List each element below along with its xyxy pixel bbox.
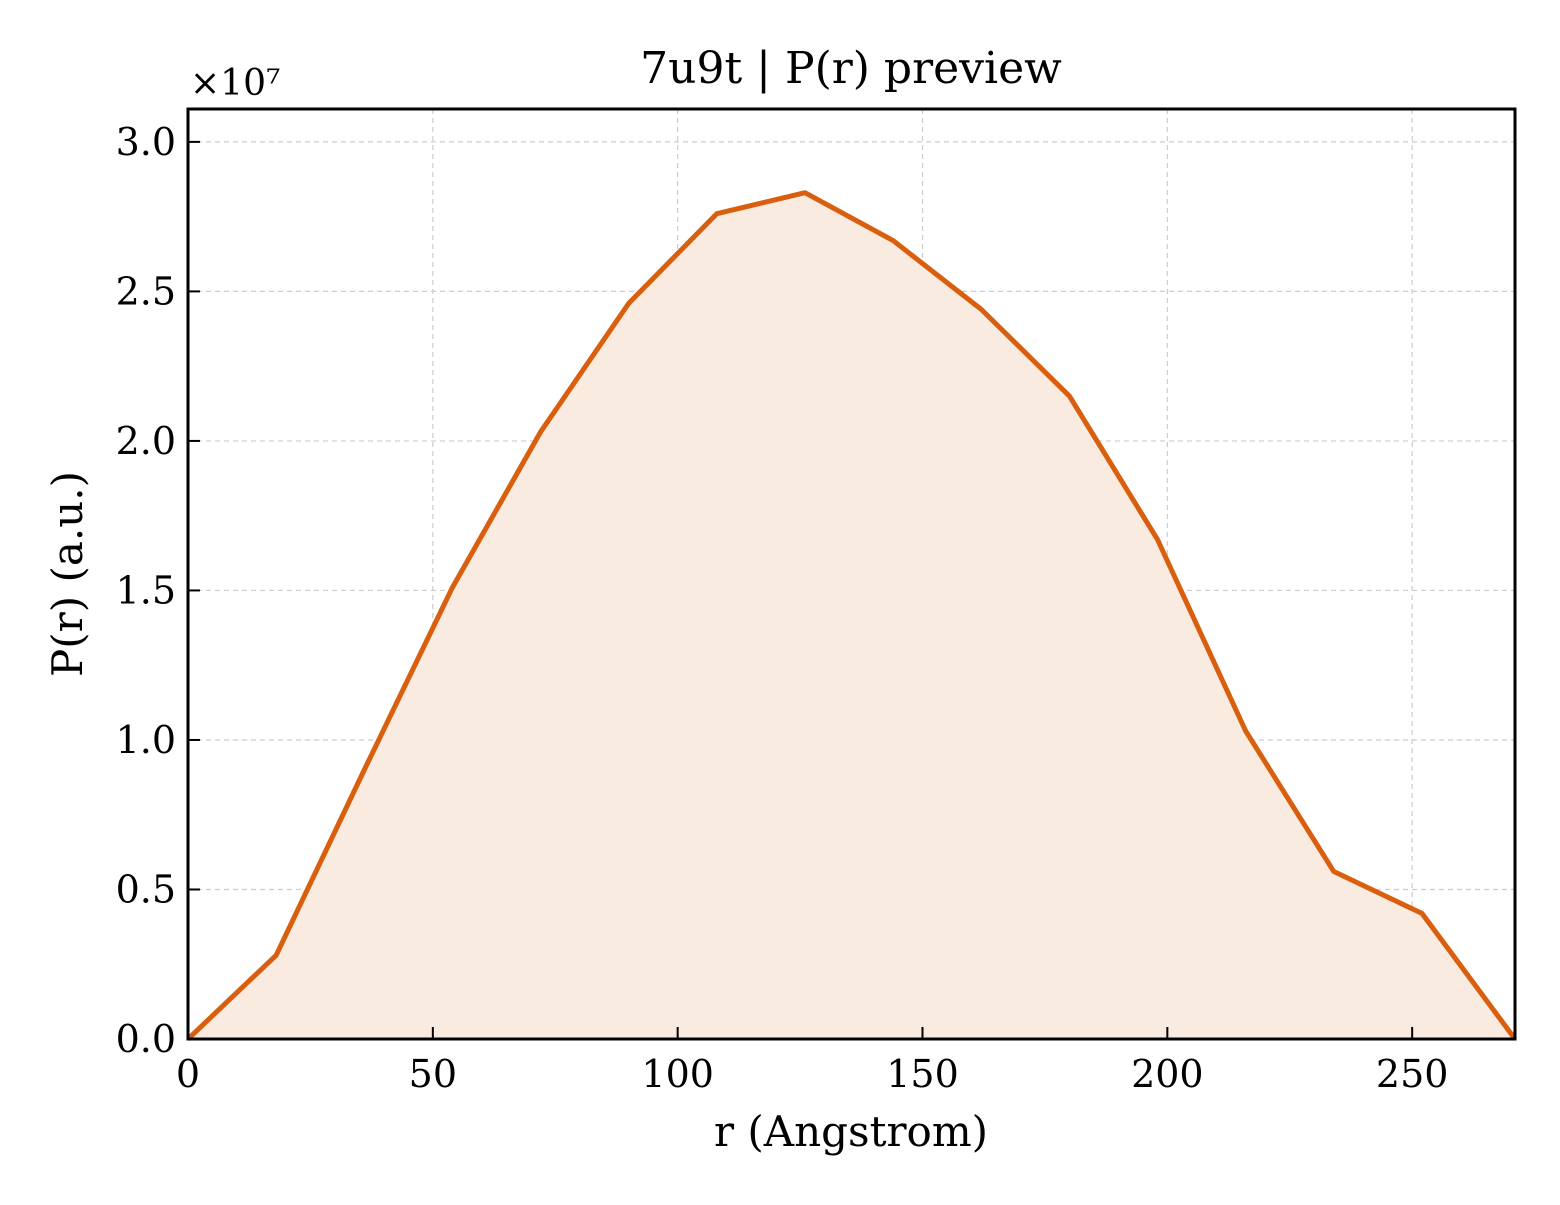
- y-axis-label: P(r) (a.u.): [43, 471, 92, 677]
- x-axis-label: r (Angstrom): [714, 1107, 988, 1156]
- y-tick-label: 1.0: [116, 718, 176, 762]
- x-tick-label: 150: [886, 1052, 959, 1096]
- y-tick-label: 3.0: [116, 120, 176, 164]
- plot-frame: [186, 107, 1517, 1041]
- x-tick-label: 50: [409, 1052, 457, 1096]
- y-tick-label: 1.5: [116, 568, 176, 612]
- x-tick-label: 250: [1376, 1052, 1449, 1096]
- y-scale-exponent: ×10⁷: [190, 63, 280, 104]
- y-tick-label: 0.5: [116, 867, 176, 911]
- y-tick-label: 2.0: [116, 419, 176, 463]
- y-tick-label: 2.5: [116, 269, 176, 313]
- x-tick-label: 200: [1131, 1052, 1204, 1096]
- axes: 0 50 100 150 200 250 0.0 0.5 1.0 1.5 2.0 2.5 3.0: [116, 107, 1517, 1096]
- x-tick-label: 0: [176, 1052, 200, 1096]
- data-layer: [186, 190, 1518, 1041]
- x-tick-label: 100: [641, 1052, 714, 1096]
- chart-title: 7u9t | P(r) preview: [640, 43, 1062, 94]
- series-area: [188, 192, 1515, 1039]
- y-tick-label: 0.0: [116, 1017, 176, 1061]
- series-line: [186, 190, 1518, 1041]
